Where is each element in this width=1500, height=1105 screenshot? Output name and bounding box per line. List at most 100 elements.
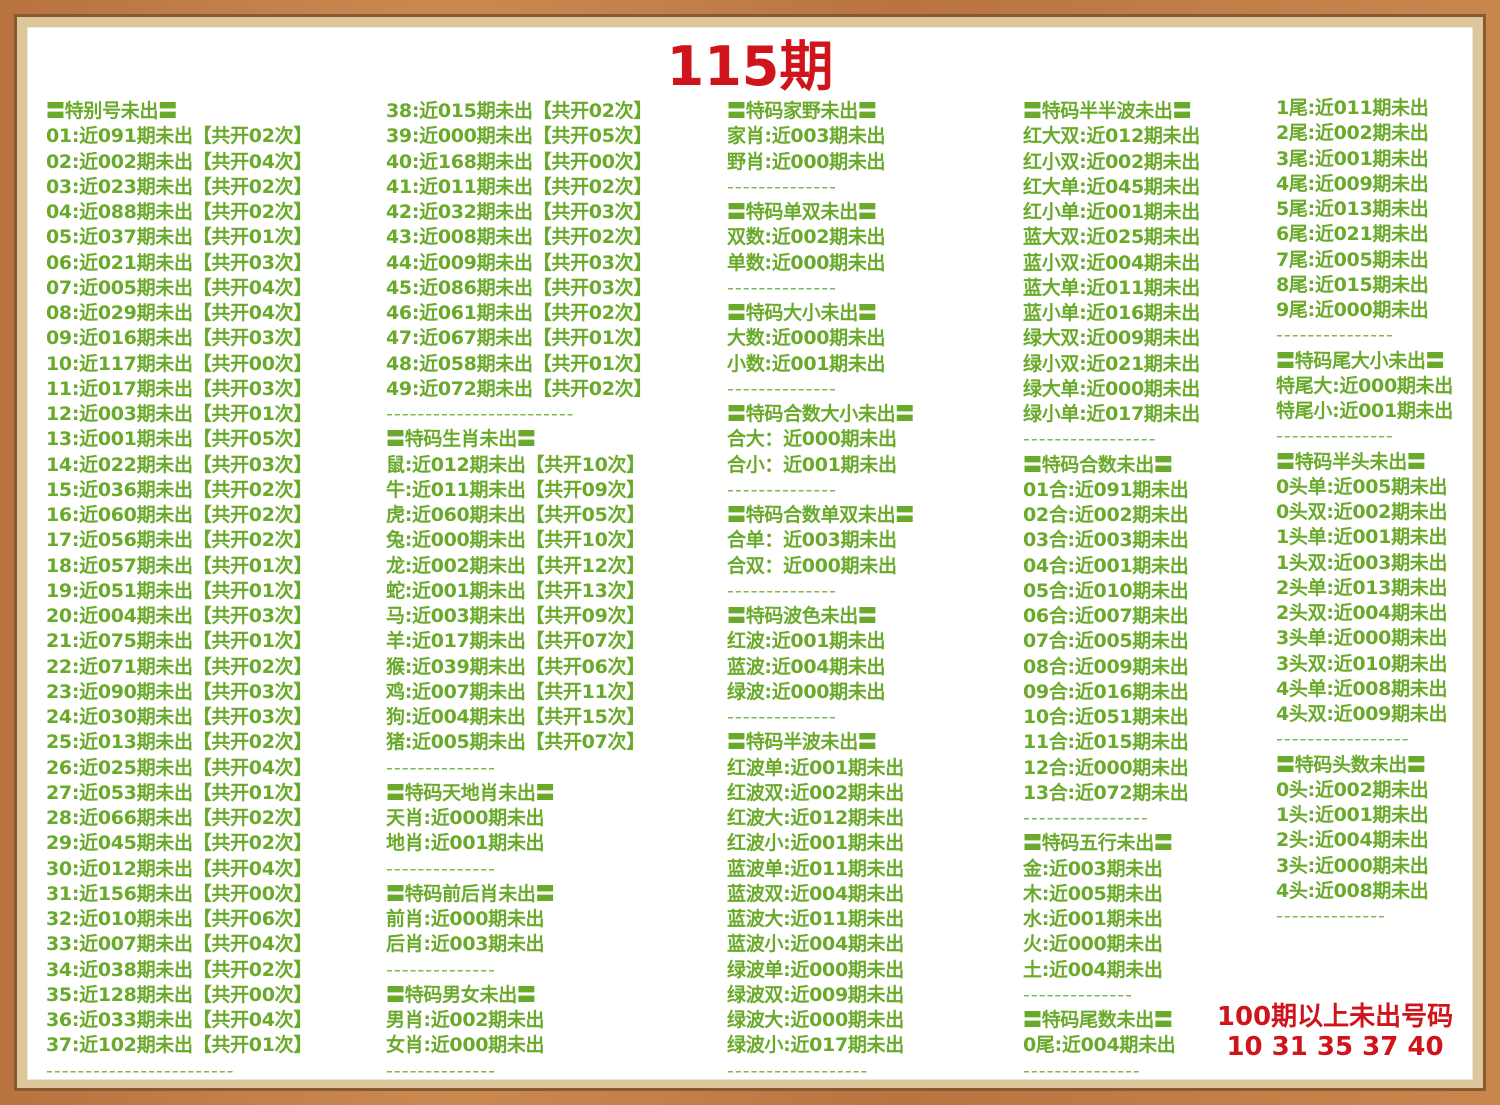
divider: ------------------------: [386, 403, 575, 425]
stat-line: 0头单:近005期未出: [1276, 475, 1448, 498]
stat-line: 37:近102期未出【共开01次】: [46, 1034, 313, 1057]
divider: -----------------: [1276, 728, 1410, 751]
stat-line: 野肖:近000期未出: [727, 150, 886, 173]
stat-line: 3头:近000期未出: [1276, 854, 1429, 877]
stat-line: 小数:近001期未出: [727, 352, 886, 375]
stat-line: 绿波小:近017期未出: [727, 1034, 904, 1057]
divider: --------------: [727, 579, 837, 602]
stat-line: 虎:近060期未出【共开05次】: [386, 504, 645, 526]
stat-line: 41:近011期未出【共开02次】: [386, 175, 653, 198]
over-100-numbers: 10 31 35 37 40: [1226, 1032, 1444, 1062]
stat-line: 羊:近017期未出【共开07次】: [386, 630, 645, 653]
stat-line: 龙:近002期未出【共开12次】: [386, 554, 645, 577]
section-header: 〓特码波色未出〓: [727, 605, 877, 627]
stat-line: 21:近075期未出【共开01次】: [46, 630, 313, 653]
stat-line: 金:近003期未出: [1023, 857, 1163, 880]
stat-line: 33:近007期未出【共开04次】: [46, 933, 313, 956]
stat-line: 47:近067期未出【共开01次】: [386, 327, 653, 350]
stat-line: 地肖:近001期未出: [386, 832, 545, 855]
divider: --------------: [727, 276, 837, 299]
divider: --------------: [727, 175, 837, 198]
paper-panel: [27, 27, 1473, 1080]
stat-line: 49:近072期未出【共开02次】: [386, 377, 653, 400]
stat-line: 09:近016期未出【共开03次】: [46, 327, 313, 350]
stat-line: 04:近088期未出【共开02次】: [46, 201, 313, 223]
stat-line: 红波:近001期未出: [727, 630, 886, 653]
stat-line: 马:近003期未出【共开09次】: [386, 605, 645, 627]
stat-line: 红波大:近012期未出: [727, 807, 904, 829]
divider: --------------: [1276, 905, 1386, 927]
divider: --------------: [386, 756, 496, 779]
stat-line: 绿波双:近009期未出: [727, 983, 904, 1006]
stat-line: 9尾:近000期未出: [1276, 299, 1429, 321]
divider: ---------------: [1276, 425, 1394, 448]
stat-line: 4头双:近009期未出: [1276, 703, 1448, 725]
stat-line: 10:近117期未出【共开00次】: [46, 352, 313, 375]
stat-line: 11:近017期未出【共开03次】: [46, 377, 313, 400]
section-header: 〓特码尾数未出〓: [1023, 1009, 1173, 1031]
stat-line: 34:近038期未出【共开02次】: [46, 958, 313, 981]
divider: --------------: [727, 478, 837, 501]
stat-line: 12:近003期未出【共开01次】: [46, 403, 313, 425]
stat-line: 48:近058期未出【共开01次】: [386, 352, 653, 375]
divider: ----------------: [1023, 807, 1149, 829]
stat-line: 天肖:近000期未出: [386, 807, 545, 829]
section-header: 〓特别号未出〓: [46, 100, 177, 122]
stat-line: 合双：近000期未出: [727, 554, 897, 577]
stat-line: 02合:近002期未出: [1023, 504, 1189, 526]
divider: ---------------: [1276, 324, 1394, 347]
section-header: 〓特码前后肖未出〓: [386, 882, 555, 905]
stat-line: 01合:近091期未出: [1023, 478, 1189, 501]
stat-line: 蓝波单:近011期未出: [727, 857, 904, 880]
stat-line: 16:近060期未出【共开02次】: [46, 504, 313, 526]
column-numbers-zodiac: 38:近015期未出【共开02次】 39:近000期未出【共开05次】 40:近16…: [386, 99, 652, 1084]
stat-line: 39:近000期未出【共开05次】: [386, 125, 653, 148]
stat-line: 2尾:近002期未出: [1276, 122, 1429, 145]
column-tails-heads: 1尾:近011期未出 2尾:近002期未出 3尾:近001期未出 4尾:近009期未出…: [1276, 96, 1453, 929]
stat-line: 家肖:近003期未出: [727, 125, 886, 148]
divider: --------------: [727, 377, 837, 400]
stat-line: 木:近005期未出: [1023, 882, 1163, 905]
stat-line: 红波小:近001期未出: [727, 832, 904, 855]
divider: --------------: [386, 958, 496, 981]
stat-line: 08合:近009期未出: [1023, 655, 1189, 678]
column-half-wave-sums: 〓特码半半波未出〓 红大双:近012期未出 红小双:近002期未出 红大单:近045期…: [1023, 99, 1200, 1084]
stat-line: 蓝小双:近004期未出: [1023, 251, 1200, 274]
stat-line: 32:近010期未出【共开06次】: [46, 908, 313, 930]
stat-line: 11合:近015期未出: [1023, 731, 1189, 754]
stat-line: 35:近128期未出【共开00次】: [46, 983, 313, 1006]
stat-line: 1头单:近001期未出: [1276, 526, 1448, 549]
stat-line: 31:近156期未出【共开00次】: [46, 882, 313, 905]
divider: -----------------: [1023, 428, 1157, 451]
stat-line: 45:近086期未出【共开03次】: [386, 276, 653, 299]
stat-line: 12合:近000期未出: [1023, 756, 1189, 779]
stat-line: 03合:近003期未出: [1023, 529, 1189, 552]
stat-line: 17:近056期未出【共开02次】: [46, 529, 313, 552]
stat-line: 蓝小单:近016期未出: [1023, 302, 1200, 324]
section-header: 〓特码家野未出〓: [727, 100, 877, 122]
stat-line: 绿波大:近000期未出: [727, 1009, 904, 1031]
stat-line: 2头:近004期未出: [1276, 829, 1429, 852]
stat-line: 20:近004期未出【共开03次】: [46, 605, 313, 627]
stat-line: 蛇:近001期未出【共开13次】: [386, 579, 645, 602]
stat-line: 28:近066期未出【共开02次】: [46, 807, 313, 829]
stat-line: 3头单:近000期未出: [1276, 627, 1448, 650]
stat-line: 01:近091期未出【共开02次】: [46, 125, 313, 148]
stat-line: 特尾小:近001期未出: [1276, 400, 1453, 422]
stat-line: 3尾:近001期未出: [1276, 147, 1429, 170]
stat-line: 05合:近010期未出: [1023, 579, 1189, 602]
stat-line: 6尾:近021期未出: [1276, 223, 1429, 246]
divider: --------------: [386, 1059, 496, 1082]
stat-line: 红波双:近002期未出: [727, 781, 904, 804]
stat-line: 22:近071期未出【共开02次】: [46, 655, 313, 678]
stat-line: 42:近032期未出【共开03次】: [386, 201, 653, 223]
stat-line: 1头双:近003期未出: [1276, 551, 1448, 574]
stat-line: 26:近025期未出【共开04次】: [46, 756, 313, 779]
stat-line: 鸡:近007期未出【共开11次】: [386, 680, 645, 703]
section-header: 〓特码半波未出〓: [727, 731, 877, 754]
stat-line: 蓝波小:近004期未出: [727, 933, 904, 956]
stat-line: 2头双:近004期未出: [1276, 602, 1448, 624]
stat-line: 蓝波大:近011期未出: [727, 908, 904, 930]
stat-line: 13合:近072期未出: [1023, 781, 1189, 804]
divider: ---------------: [1023, 1059, 1141, 1082]
